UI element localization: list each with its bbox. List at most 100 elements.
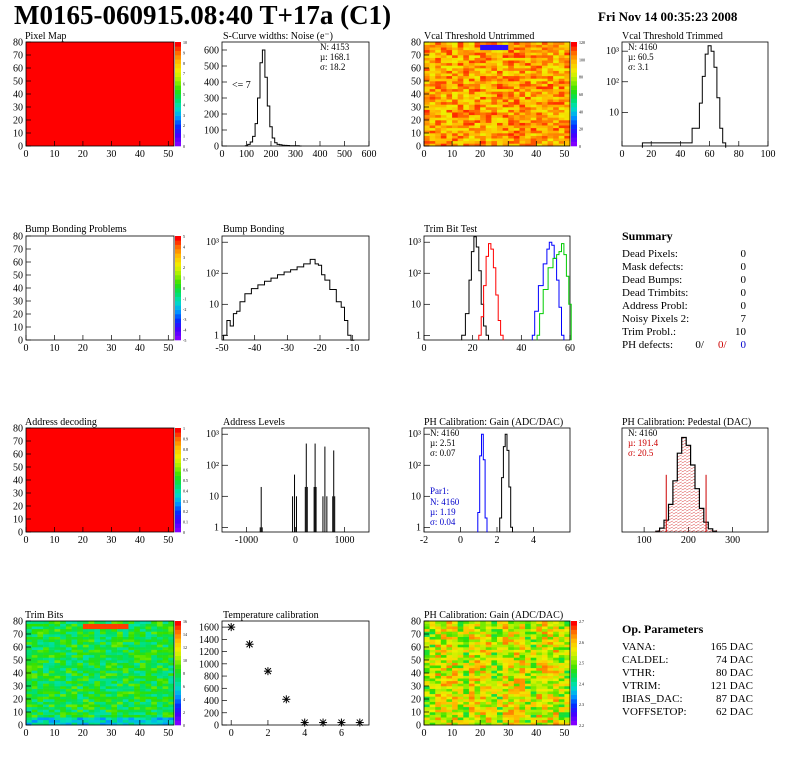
heatmap-cell: [100, 683, 106, 687]
heatmap-cell: [31, 639, 38, 643]
heatmap-cell: [134, 649, 141, 653]
ph-defect-value: 0/: [717, 339, 727, 351]
heatmap-cell: [547, 78, 554, 82]
heatmap-cell: [162, 717, 169, 721]
heatmap-cell: [558, 623, 565, 627]
heatmap-cell: [82, 701, 89, 705]
heatmap-cell: [480, 109, 487, 113]
heatmap-cell: [54, 636, 61, 640]
heatmap-cell: [558, 688, 565, 692]
heatmap-cell: [48, 717, 55, 721]
heatmap-cell: [508, 654, 515, 658]
heatmap-cell: [497, 52, 503, 56]
heatmap-cell: [54, 623, 61, 627]
heatmap-cell: [525, 83, 531, 87]
heatmap-cell: [491, 130, 498, 134]
heatmap-cell: [463, 44, 470, 48]
heatmap-cell: [536, 78, 543, 82]
heatmap-cell: [541, 140, 548, 144]
heatmap-cell: [424, 140, 430, 144]
color-scale-bin: [571, 673, 577, 678]
op-param-row: VOFFSETOP: 62 DAC: [622, 706, 753, 719]
color-scale-bin: [571, 137, 577, 142]
heatmap-cell: [530, 631, 537, 635]
heatmap-cell: [424, 636, 430, 640]
heatmap-cell: [564, 127, 571, 131]
heatmap-cell: [26, 641, 32, 645]
heatmap-cell: [485, 75, 492, 79]
heatmap-cell: [547, 639, 554, 643]
heatmap-cell: [424, 62, 430, 66]
heatmap-cell: [48, 621, 55, 624]
heatmap-cell: [43, 639, 50, 643]
heatmap-cell: [508, 688, 515, 692]
heatmap-cell: [43, 693, 50, 697]
heatmap-cell: [48, 628, 55, 632]
heatmap-cell: [429, 699, 436, 702]
heatmap-cell: [474, 636, 481, 640]
heatmap-cell: [519, 631, 526, 635]
heatmap-cell: [156, 688, 163, 692]
heatmap-cell: [168, 673, 175, 676]
x-tick-label: -30: [281, 343, 294, 354]
heatmap-cell: [122, 688, 129, 692]
heatmap-cell: [457, 73, 464, 77]
heatmap-cell: [54, 693, 61, 697]
heatmap-cell: [519, 683, 526, 687]
heatmap-cell: [474, 688, 481, 692]
heatmap-cell: [564, 86, 571, 90]
heatmap-cell: [440, 112, 447, 116]
heatmap-cell: [547, 104, 554, 108]
heatmap-cell: [508, 117, 515, 121]
heatmap-cell: [468, 680, 475, 684]
heatmap-cell: [525, 717, 531, 721]
heatmap-cell: [100, 673, 106, 676]
color-scale-label: 0.3: [183, 499, 188, 504]
x-tick-label: 0: [422, 343, 427, 354]
heatmap-cell: [162, 641, 169, 645]
heatmap-cell: [424, 621, 430, 624]
heatmap-cell: [508, 96, 515, 100]
heatmap-cell: [105, 631, 112, 635]
heatmap-cell: [440, 86, 447, 90]
heatmap-cell: [100, 628, 106, 632]
histogram-outline: [655, 436, 718, 532]
heatmap-cell: [156, 644, 163, 648]
heatmap-cell: [463, 70, 470, 74]
heatmap-cell: [440, 68, 447, 71]
heatmap-cell: [446, 107, 453, 110]
heatmap-cell: [429, 714, 436, 718]
heatmap-cell: [435, 701, 442, 705]
heatmap-cell: [452, 665, 458, 669]
heatmap-cell: [452, 86, 458, 90]
heatmap-cell: [162, 704, 169, 708]
heatmap-cell: [525, 652, 531, 656]
heatmap-cell: [553, 667, 560, 671]
heatmap-cell: [468, 652, 475, 656]
heatmap-cell: [530, 81, 537, 84]
heatmap-cell: [468, 133, 475, 136]
heatmap-cell: [440, 117, 447, 121]
heatmap-cell: [508, 701, 515, 705]
heatmap-cell: [480, 55, 487, 58]
heatmap-cell: [502, 138, 509, 142]
heatmap-cell: [502, 649, 509, 653]
heatmap-cell: [457, 691, 464, 695]
heatmap-cell: [60, 717, 67, 721]
heatmap-cell: [530, 678, 537, 682]
heatmap-cell: [519, 99, 526, 103]
heatmap-cell: [457, 52, 464, 56]
heatmap-cell: [525, 140, 531, 144]
heatmap-cell: [82, 693, 89, 697]
heatmap-cell: [530, 667, 537, 671]
heatmap-cell: [513, 78, 520, 82]
y-tick-label: 20: [13, 116, 23, 127]
heatmap-cell: [452, 114, 458, 118]
heatmap-cell: [60, 644, 67, 648]
heatmap-cell: [162, 712, 169, 715]
heatmap-cell: [100, 660, 106, 663]
histogram-hatch: [659, 529, 665, 533]
heatmap-cell: [452, 714, 458, 718]
heatmap-cell: [446, 704, 453, 708]
heatmap-cell: [440, 691, 447, 695]
